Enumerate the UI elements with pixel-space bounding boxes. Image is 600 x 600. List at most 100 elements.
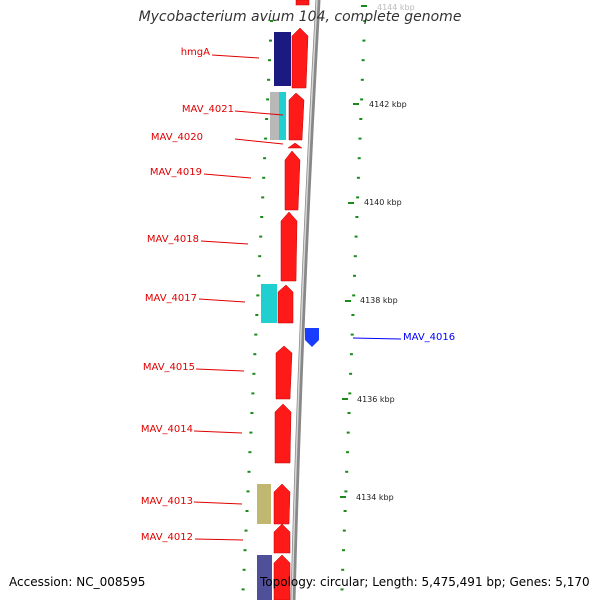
minor-tick — [260, 216, 264, 218]
minor-tick — [263, 157, 267, 160]
minor-tick — [256, 294, 260, 297]
connector-line — [198, 298, 246, 303]
minor-tick — [356, 176, 360, 179]
forward-gene-arrow — [274, 403, 292, 464]
minor-tick — [345, 470, 349, 473]
scale-ticks — [340, 5, 367, 498]
connector-line — [234, 138, 284, 145]
gene-label[interactable]: MAV_4013 — [140, 496, 193, 507]
gene-label[interactable]: MAV_4014 — [140, 424, 193, 435]
minor-tick — [257, 274, 261, 277]
minor-tick — [269, 39, 272, 42]
scale-label: 4140 kbp — [364, 198, 402, 207]
minor-tick — [266, 98, 270, 101]
minor-tick — [360, 98, 364, 101]
connector-line — [200, 240, 249, 245]
label-connectors — [193, 54, 284, 541]
minor-tick — [258, 255, 262, 258]
minor-tick — [265, 118, 269, 120]
minor-tick — [354, 235, 358, 238]
connector-line — [194, 538, 244, 541]
minor-tick — [244, 529, 248, 532]
connector-line — [203, 173, 252, 179]
forward-gene-arrow — [288, 92, 305, 141]
scale-label: 4144 kbp — [377, 3, 415, 12]
minor-tick — [250, 412, 254, 414]
gray-feature — [270, 92, 279, 140]
connector-line-blue — [352, 337, 402, 340]
scale-label: 4134 kbp — [356, 493, 394, 502]
minor-tick — [254, 333, 258, 336]
minor-tick — [242, 568, 246, 571]
minor-tick — [241, 588, 245, 591]
minor-tick — [245, 510, 249, 512]
minor-tick — [344, 490, 348, 493]
minor-tick — [360, 78, 364, 81]
minor-tick — [247, 470, 251, 473]
connector-line — [193, 430, 243, 434]
connector-line — [193, 501, 243, 505]
genome-backbone — [290, 0, 321, 600]
minor-tick — [346, 431, 350, 434]
minor-tick — [358, 137, 362, 140]
forward-gene-arrow — [277, 284, 294, 324]
genome-backbone-highlight — [291, 0, 318, 600]
minor-tick — [349, 372, 353, 375]
minor-tick — [341, 568, 345, 571]
minor-tick — [343, 510, 347, 512]
forward-gene-arrow — [287, 142, 303, 149]
accession-text: Accession: NC_008595 — [9, 575, 146, 589]
cyan-feature — [261, 284, 277, 323]
topology-text: Topology: circular; Length: 5,475,491 bp… — [260, 575, 590, 589]
forward-gene-arrow — [284, 150, 301, 211]
forward-gene-arrow — [280, 211, 298, 282]
slate-feature — [257, 555, 272, 600]
connector-line — [234, 110, 284, 116]
gene-label[interactable]: MAV_4017 — [144, 293, 197, 304]
gene-label[interactable]: MAV_4015 — [142, 362, 195, 373]
gene-label[interactable]: MAV_4021 — [181, 104, 234, 115]
minor-tick — [255, 314, 259, 316]
minor-tick — [261, 196, 265, 199]
minor-tick — [342, 529, 346, 532]
minor-tick — [353, 274, 356, 277]
minor-tick — [363, 20, 367, 22]
forward-gene-arrow — [275, 345, 293, 400]
forward-gene-arrow — [295, 0, 310, 6]
minor-tick — [346, 451, 349, 454]
gene-label[interactable]: MAV_4020 — [150, 132, 203, 143]
minor-tick — [268, 59, 271, 62]
cyan-feature — [279, 92, 286, 140]
minor-tick — [342, 549, 345, 552]
minor-tick — [350, 333, 354, 336]
minor-tick — [243, 549, 247, 552]
feature-blocks — [257, 32, 291, 600]
gene-label[interactable]: MAV_4012 — [140, 532, 193, 543]
minor-tick — [352, 294, 356, 297]
forward-gene-arrow — [273, 554, 291, 600]
gene-label[interactable]: hmgA — [180, 47, 210, 58]
minor-tick — [262, 176, 266, 179]
minor-ticks — [241, 20, 367, 591]
gene-label[interactable]: MAV_4019 — [149, 167, 202, 178]
minor-tick — [253, 353, 257, 356]
minor-tick — [340, 588, 344, 591]
navy-feature — [274, 32, 291, 86]
minor-tick — [251, 392, 255, 395]
minor-tick — [357, 157, 361, 160]
gene-label-reverse[interactable]: MAV_4016 — [403, 332, 456, 343]
minor-tick — [252, 372, 256, 375]
minor-tick — [347, 412, 351, 414]
minor-tick — [351, 314, 355, 316]
reverse-gene-arrow — [305, 328, 319, 347]
minor-tick — [362, 39, 366, 42]
gene-label[interactable]: MAV_4018 — [146, 234, 199, 245]
minor-tick — [246, 490, 250, 493]
khaki-feature — [257, 484, 271, 524]
minor-tick — [349, 353, 353, 356]
forward-genes — [273, 0, 310, 600]
connector-line — [211, 54, 260, 59]
forward-gene-arrow — [291, 27, 309, 89]
